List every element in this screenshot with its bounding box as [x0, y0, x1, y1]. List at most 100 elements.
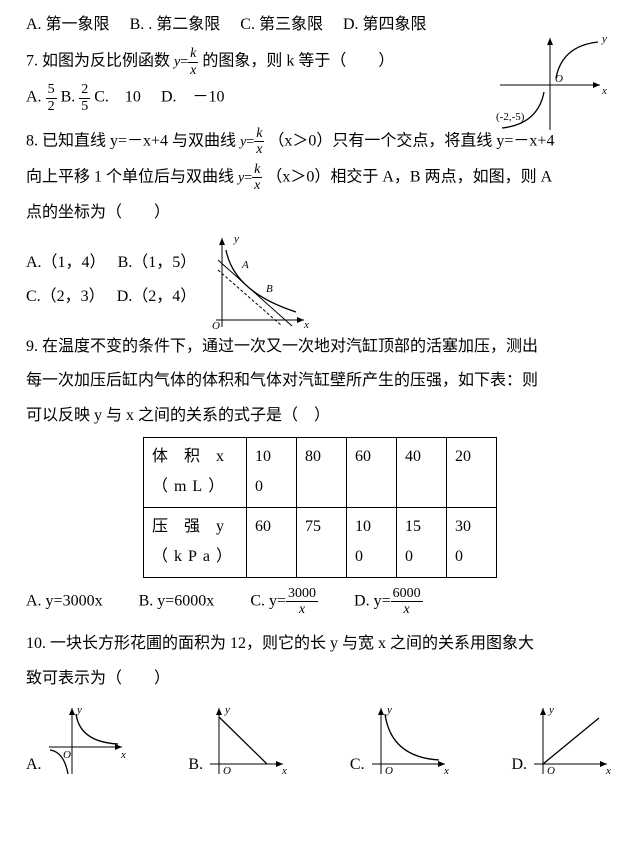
svg-text:O: O — [547, 765, 555, 777]
q10-opt-a: A. y x O — [26, 702, 129, 780]
q7-formula-frac: kx — [188, 46, 198, 78]
q9-options: A. y=3000x B. y=6000x C. y=3000x D. y=60… — [26, 586, 614, 618]
q8-f1-eq: = — [246, 135, 254, 150]
q7-text-a: 7. 如图为反比例函数 — [26, 53, 170, 70]
q8-opts-and-graph: A.（1，4） B.（1，5） C.（2，3） D.（2，4） A B y x … — [26, 232, 614, 332]
q7-opt-b-num: 2 — [79, 82, 90, 98]
q8-l1a: 8. 已知直线 y=－x+4 与双曲线 — [26, 133, 236, 150]
q9-r2c5: 300 — [447, 507, 497, 577]
svg-text:x: x — [303, 319, 309, 331]
q9-opt-c-frac: 3000x — [286, 586, 318, 618]
q8-f1-frac: kx — [254, 126, 264, 158]
q10-graph-c: y x O — [367, 702, 452, 780]
q9-r1c1: 100 — [247, 438, 297, 508]
q9-opt-c-pre: C. y= — [250, 592, 286, 609]
q9-d-num: 6000 — [391, 586, 423, 602]
q10-graph-a: y x O — [44, 702, 129, 780]
q10-opt-d: D. y x O — [511, 702, 614, 780]
q9-c-den: x — [286, 602, 318, 617]
q9-r1c5: 20 — [447, 438, 497, 508]
q8-l2a: 向上平移 1 个单位后与双曲线 — [26, 168, 234, 185]
svg-text:x: x — [443, 765, 449, 777]
q10-graph-d: y x O — [529, 702, 614, 780]
q6-opt-b: B. . 第二象限 — [130, 16, 221, 33]
q9-opt-d-frac: 6000x — [391, 586, 423, 618]
q9-c-num: 3000 — [286, 586, 318, 602]
q8-graph: A B y x O — [204, 232, 314, 332]
q9-line1: 9. 在温度不变的条件下，通过一次又一次地对汽缸顶部的活塞加压，测出 — [26, 332, 614, 362]
q9-line2: 每一次加压后缸内气体的体积和气体对汽缸壁所产生的压强，如下表：则 — [26, 366, 614, 396]
svg-text:x: x — [120, 749, 126, 761]
q10-line2: 致可表示为（ ） — [26, 664, 614, 694]
q7-opt-b-den: 5 — [79, 99, 90, 114]
q10-d-label: D. — [511, 750, 527, 780]
q9-r1c4: 40 — [397, 438, 447, 508]
q9-r2h: 压 强 y（kPa） — [143, 507, 246, 577]
q7-opt-c: C. 10 — [94, 89, 141, 106]
q7-opt-a-num: 5 — [46, 82, 57, 98]
q8-f2-num: k — [252, 162, 262, 178]
q8-opts-row1: A.（1，4） B.（1，5） — [26, 248, 196, 278]
q9-opt-a: A. y=3000x — [26, 592, 103, 609]
q8-l3: 点的坐标为（ ） — [26, 204, 170, 221]
q8-l2b: （x＞0）相交于 A，B 两点，如图，则 A — [266, 168, 552, 185]
svg-text:x: x — [281, 765, 287, 777]
q8-f2-eq: = — [244, 170, 252, 185]
svg-text:y: y — [386, 704, 392, 716]
svg-text:x: x — [601, 85, 607, 97]
svg-text:y: y — [224, 704, 230, 716]
q7-opt-d: D. －10 — [161, 89, 225, 106]
q10-graph-b: y x O — [205, 702, 290, 780]
q7-graph: y x O (-2,-5) — [490, 30, 610, 140]
svg-text:O: O — [555, 73, 563, 85]
svg-text:A: A — [241, 259, 249, 271]
q8-opt-b: B.（1，5） — [118, 254, 197, 271]
q7-frac-den: x — [188, 63, 198, 78]
q10-c-label: C. — [350, 750, 365, 780]
q8-opt-c: C.（2，3） — [26, 288, 97, 305]
svg-text:O: O — [63, 749, 71, 761]
q9-r2c4: 150 — [397, 507, 447, 577]
q10-line1: 10. 一块长方形花圃的面积为 12，则它的长 y 与宽 x 之间的关系用图象大 — [26, 629, 614, 659]
q7-opt-b-label: B. — [61, 89, 80, 106]
svg-text:x: x — [605, 765, 611, 777]
q8-opt-d: D.（2，4） — [117, 288, 197, 305]
svg-text:O: O — [385, 765, 393, 777]
q10-graphs: A. y x O B. y x O C. — [26, 702, 614, 780]
q9-table: 体 积 x（mL） 100 80 60 40 20 压 强 y（kPa） 60 … — [143, 437, 497, 578]
svg-text:y: y — [76, 704, 82, 716]
q10-a-label: A. — [26, 750, 42, 780]
q9-r2c2: 75 — [297, 507, 347, 577]
q7-opt-a-label: A. — [26, 89, 46, 106]
q6-opt-d: D. 第四象限 — [343, 16, 427, 33]
svg-text:O: O — [212, 320, 220, 332]
q9-r2c3: 100 — [347, 507, 397, 577]
q7-text-b: 的图象，则 k 等于（ ） — [202, 53, 394, 70]
q7-opt-a-den: 2 — [46, 99, 57, 114]
svg-text:O: O — [223, 765, 231, 777]
q9-opt-d-pre: D. y= — [354, 592, 391, 609]
q8-f2-frac: kx — [252, 162, 262, 194]
q8-f1-den: x — [254, 142, 264, 157]
q8-f2-den: x — [252, 178, 262, 193]
q8-f1-num: k — [254, 126, 264, 142]
q10-opt-c: C. y x O — [350, 702, 452, 780]
svg-text:(-2,-5): (-2,-5) — [496, 111, 525, 123]
q9-r1c3: 60 — [347, 438, 397, 508]
table-row: 压 强 y（kPa） 60 75 100 150 300 — [143, 507, 496, 577]
q9-d-den: x — [391, 602, 423, 617]
q6-opt-a: A. 第一象限 — [26, 16, 110, 33]
q8-line3: 点的坐标为（ ） — [26, 198, 614, 228]
q6-opt-c: C. 第三象限 — [240, 16, 323, 33]
q7-opt-b-frac: 25 — [79, 82, 90, 114]
q9-r1h: 体 积 x（mL） — [143, 438, 246, 508]
q7-frac-num: k — [188, 46, 198, 62]
q7-opt-a-frac: 52 — [46, 82, 57, 114]
q8-line2: 向上平移 1 个单位后与双曲线 y=kx （x＞0）相交于 A，B 两点，如图，… — [26, 162, 614, 194]
table-row: 体 积 x（mL） 100 80 60 40 20 — [143, 438, 496, 508]
svg-text:y: y — [601, 33, 607, 45]
q9-opt-b: B. y=6000x — [139, 592, 215, 609]
q10-b-label: B. — [188, 750, 203, 780]
q8-opt-a: A.（1，4） — [26, 254, 98, 271]
svg-text:y: y — [548, 704, 554, 716]
